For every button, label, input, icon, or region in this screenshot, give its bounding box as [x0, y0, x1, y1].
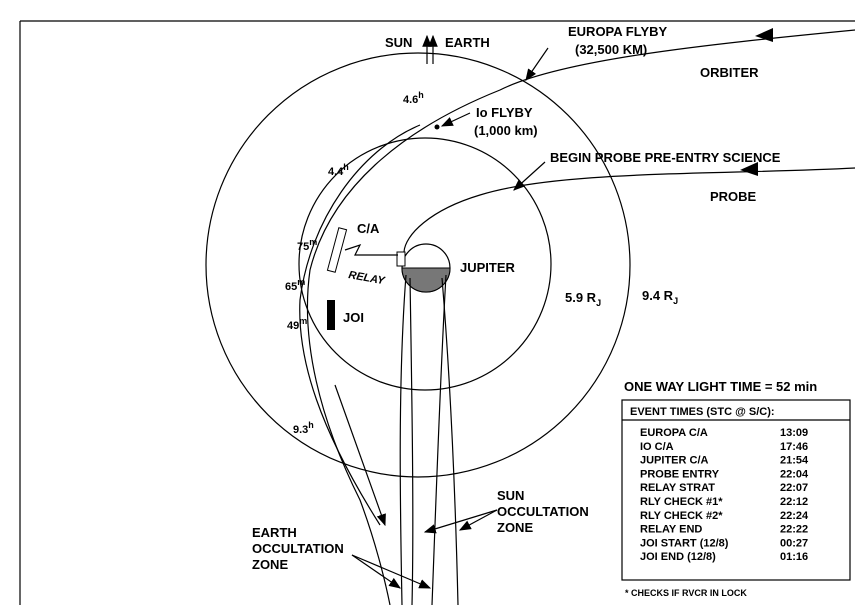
duration-label: 9.3h — [293, 420, 314, 436]
diagram: SUN EARTH EUROPA FLYBY (32,500 KM) ORBIT… — [0, 0, 855, 605]
event-name: RLY CHECK #2* — [640, 510, 723, 522]
label: JOI — [343, 310, 364, 325]
label: Io FLYBY — [476, 105, 533, 120]
radius-label: 9.4 RJ — [642, 288, 678, 306]
duration-unit: m — [309, 237, 317, 247]
label: ONE WAY LIGHT TIME = 52 min — [624, 379, 817, 394]
occultation-zones — [400, 275, 458, 605]
duration-label: 4.4h — [328, 162, 349, 178]
duration-value: 9.3 — [293, 424, 308, 436]
table-title: EVENT TIMES (STC @ S/C): — [630, 406, 775, 418]
duration-value: 49 — [287, 320, 299, 332]
event-time: 00:27 — [780, 537, 808, 549]
label: (32,500 KM) — [575, 42, 647, 57]
duration-unit: m — [299, 316, 307, 326]
duration-unit: m — [297, 277, 305, 287]
label: JUPITER — [460, 260, 516, 275]
radius-value: 9.4 R — [642, 288, 674, 303]
duration-label: 75m — [297, 237, 317, 253]
event-name: EUROPA C/A — [640, 427, 708, 439]
event-time: 22:12 — [780, 496, 808, 508]
duration-value: 4.4 — [328, 166, 344, 178]
event-time: 22:07 — [780, 482, 808, 494]
event-time: 22:04 — [780, 468, 809, 480]
duration-value: 75 — [297, 241, 309, 253]
event-time: 22:22 — [780, 524, 808, 536]
label: EUROPA FLYBY — [568, 24, 668, 39]
event-name: RLY CHECK #1* — [640, 496, 723, 508]
event-time: 22:24 — [780, 510, 809, 522]
event-time: 17:46 — [780, 441, 808, 453]
label: (1,000 km) — [474, 123, 538, 138]
label: ORBITER — [700, 65, 759, 80]
duration-unit: h — [418, 90, 424, 100]
event-name: PROBE ENTRY — [640, 468, 720, 480]
event-time: 13:09 — [780, 427, 808, 439]
radius-value: 5.9 R — [565, 290, 597, 305]
label: PROBE — [710, 189, 757, 204]
event-name: RELAY STRAT — [640, 482, 715, 494]
event-name: JOI START (12/8) — [640, 537, 729, 549]
radius-label: 5.9 RJ — [565, 290, 601, 308]
label: C/A — [357, 221, 380, 236]
event-time: 01:16 — [780, 551, 808, 563]
radius-sub: J — [596, 298, 601, 308]
label: RELAY — [347, 269, 387, 287]
label: SUN — [385, 35, 412, 50]
radius-sub: J — [673, 296, 678, 306]
label: EARTH — [445, 35, 490, 50]
event-name: IO C/A — [640, 441, 674, 453]
duration-unit: h — [343, 162, 349, 172]
duration-value: 4.6 — [403, 94, 418, 106]
duration-label: 4.6h — [403, 90, 424, 106]
footnote: * CHECKS IF RVCR IN LOCK — [625, 588, 747, 598]
duration-unit: h — [308, 420, 314, 430]
event-name: RELAY END — [640, 524, 702, 536]
event-name: JOI END (12/8) — [640, 551, 716, 563]
label: BEGIN PROBE PRE-ENTRY SCIENCE — [550, 150, 781, 165]
duration-label: 49m — [287, 316, 307, 332]
event-name: JUPITER C/A — [640, 455, 709, 467]
event-time: 21:54 — [780, 455, 809, 467]
duration-value: 65 — [285, 281, 297, 293]
